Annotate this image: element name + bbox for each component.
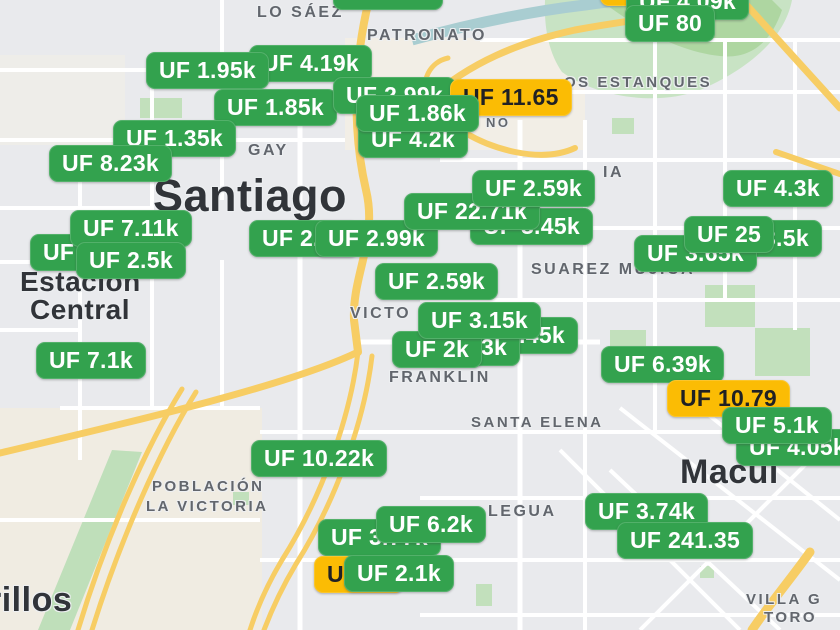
district-label: OS ESTANQUES	[564, 74, 713, 91]
district-label: LEGUA	[488, 503, 557, 520]
price-pill[interactable]: UF 8.23k	[49, 145, 173, 182]
price-pill[interactable]: UF 2.5k	[76, 242, 186, 279]
price-pill[interactable]: UF 241.35	[617, 522, 754, 559]
price-pill[interactable]: UF 5.1k	[722, 407, 832, 444]
district-label: IA	[603, 164, 624, 181]
price-pill[interactable]: UF 10.22k	[251, 440, 388, 477]
city-label: rillos	[0, 581, 73, 619]
district-label: FRANKLIN	[389, 369, 491, 386]
price-pill[interactable]: UF 4.19k	[249, 45, 373, 82]
price-pill[interactable]: UF 1.85k	[214, 89, 338, 126]
river	[410, 0, 651, 46]
district-label: VILLA G	[746, 591, 823, 608]
price-pill[interactable]: UF 25	[684, 216, 775, 253]
district-label: LO SÁEZ	[257, 4, 344, 21]
price-pill[interactable]: UF 2.59k	[375, 263, 499, 300]
city-label: Central	[30, 294, 130, 325]
price-pill[interactable]: UF 3.15k	[418, 302, 542, 339]
price-pill[interactable]: UF 2.1k	[344, 555, 454, 592]
price-pill[interactable]: UF 4.3k	[723, 170, 833, 207]
price-pill[interactable]: UF 6.39k	[601, 346, 725, 383]
district-label: TORO	[764, 609, 818, 626]
price-pill[interactable]: UF 2.59k	[472, 170, 596, 207]
price-pill[interactable]: UF 1.86k	[356, 95, 480, 132]
district-label: SANTA ELENA	[471, 414, 604, 431]
district-label: VICTO	[350, 305, 412, 322]
price-pill[interactable]: UF 80	[625, 5, 716, 42]
price-pill[interactable]: UF 1.95k	[146, 52, 270, 89]
price-pill[interactable]: UF 6.2k	[376, 506, 486, 543]
district-label: PATRONATO	[367, 27, 487, 44]
district-label: NO	[486, 115, 511, 130]
price-pill[interactable]: UF 7.11k	[70, 210, 192, 247]
district-label: POBLACIÓN	[152, 478, 265, 495]
price-pill[interactable]: UF 7.1k	[36, 342, 146, 379]
price-pill[interactable]: UF 4.1k	[333, 0, 443, 10]
district-label: LA VICTORIA	[146, 498, 269, 515]
district-label: GAY	[248, 142, 289, 159]
